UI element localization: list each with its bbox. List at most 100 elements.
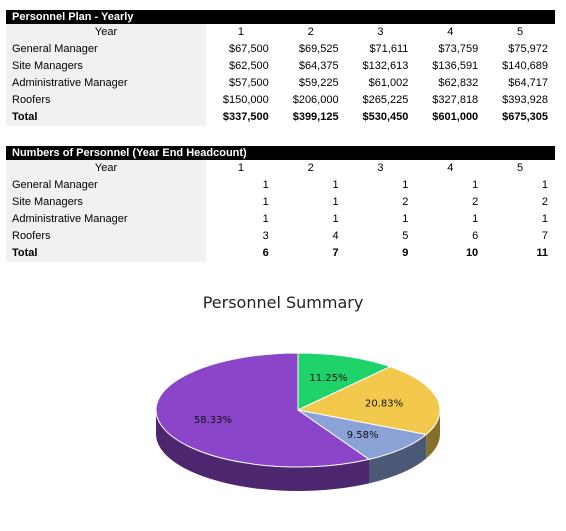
row-label: General Manager bbox=[6, 41, 206, 58]
year-cell: 2 bbox=[307, 26, 314, 38]
value-cell: $132,613 bbox=[362, 60, 409, 72]
row-label: Site Managers bbox=[6, 194, 206, 211]
year-cell: 4 bbox=[447, 26, 454, 38]
value-cell: $59,225 bbox=[298, 77, 339, 89]
year-header-row: Year 1 2 3 4 5 bbox=[6, 160, 555, 177]
value-cell: 6 bbox=[472, 230, 479, 242]
value-cell: $62,500 bbox=[229, 60, 269, 72]
year-cell: 2 bbox=[307, 162, 314, 174]
total-cell: 7 bbox=[332, 247, 339, 259]
value-cell: $64,375 bbox=[298, 60, 339, 72]
total-cell: 9 bbox=[402, 247, 409, 259]
table-row: Administrative Manager 1 1 1 1 1 bbox=[6, 211, 555, 228]
table-row: Site Managers 1 1 2 2 2 bbox=[6, 194, 555, 211]
value-cell: 1 bbox=[262, 213, 269, 225]
row-label: Roofers bbox=[6, 228, 206, 245]
value-cell: $393,928 bbox=[502, 94, 548, 106]
personnel-plan-table: Personnel Plan - Yearly Year 1 2 3 4 5 G… bbox=[6, 10, 555, 126]
pie-slice bbox=[297, 352, 392, 411]
total-cell: $675,305 bbox=[502, 111, 548, 123]
row-label: Administrative Manager bbox=[6, 75, 206, 92]
total-cell: $530,450 bbox=[362, 111, 409, 123]
value-cell: 1 bbox=[541, 213, 548, 225]
value-cell: 1 bbox=[402, 179, 409, 191]
year-cell: 1 bbox=[237, 26, 244, 38]
value-cell: $136,591 bbox=[432, 60, 479, 72]
value-cell: 7 bbox=[541, 230, 548, 242]
value-cell: 5 bbox=[402, 230, 409, 242]
year-cell: 3 bbox=[377, 26, 384, 38]
slice-data-label: 20.83% bbox=[365, 399, 403, 410]
value-cell: 1 bbox=[262, 196, 269, 208]
row-label: Total bbox=[6, 245, 206, 262]
row-label: Roofers bbox=[6, 92, 206, 109]
total-cell: $399,125 bbox=[292, 111, 339, 123]
slice-data-label: 9.58% bbox=[347, 430, 379, 441]
value-cell: $327,818 bbox=[432, 94, 479, 106]
table-row: Site Managers $62,500 $64,375 $132,613 $… bbox=[6, 58, 555, 75]
pie-chart-svg: 11.25% 20.83% 9.58% 58.33% bbox=[155, 352, 441, 491]
value-cell: $67,500 bbox=[229, 43, 269, 55]
value-cell: 1 bbox=[472, 213, 479, 225]
row-label: Administrative Manager bbox=[6, 211, 206, 228]
pie-slice-side bbox=[369, 434, 427, 484]
value-cell: $62,832 bbox=[438, 77, 479, 89]
pie-slice bbox=[297, 409, 428, 460]
year-label: Year bbox=[6, 24, 206, 41]
value-cell: 4 bbox=[332, 230, 339, 242]
row-label: General Manager bbox=[6, 177, 206, 194]
table-row: Administrative Manager $57,500 $59,225 $… bbox=[6, 75, 555, 92]
total-cell: 10 bbox=[465, 247, 479, 259]
value-cell: 1 bbox=[402, 213, 409, 225]
value-cell: $71,611 bbox=[369, 43, 409, 55]
pie-slice bbox=[296, 366, 441, 436]
row-label: Total bbox=[6, 109, 206, 126]
total-cell: 6 bbox=[262, 247, 269, 259]
total-cell: $601,000 bbox=[432, 111, 479, 123]
year-cell: 5 bbox=[517, 162, 524, 174]
year-cell: 4 bbox=[447, 162, 454, 174]
value-cell: $57,500 bbox=[229, 77, 269, 89]
row-label: Site Managers bbox=[6, 58, 206, 75]
pie-slice bbox=[155, 352, 371, 468]
pie-slice-side bbox=[156, 410, 370, 491]
headcount-title: Numbers of Personnel (Year End Headcount… bbox=[6, 146, 555, 160]
year-cell: 5 bbox=[517, 26, 524, 38]
table-row: General Manager 1 1 1 1 1 bbox=[6, 177, 555, 194]
value-cell: $75,972 bbox=[508, 43, 548, 55]
value-cell: $61,002 bbox=[368, 77, 409, 89]
total-row: Total $337,500 $399,125 $530,450 $601,00… bbox=[6, 109, 555, 126]
value-cell: 1 bbox=[332, 196, 339, 208]
value-cell: 2 bbox=[402, 196, 409, 208]
value-cell: $73,759 bbox=[438, 43, 479, 55]
personnel-plan-title: Personnel Plan - Yearly bbox=[6, 10, 555, 24]
value-cell: $150,000 bbox=[222, 94, 269, 106]
year-label: Year bbox=[6, 160, 206, 177]
value-cell: 3 bbox=[262, 230, 269, 242]
total-cell: 11 bbox=[536, 247, 548, 259]
value-cell: 1 bbox=[332, 179, 339, 191]
slice-data-label: 11.25% bbox=[309, 373, 347, 384]
value-cell: 1 bbox=[262, 179, 269, 191]
value-cell: $206,000 bbox=[292, 94, 339, 106]
value-cell: $64,717 bbox=[508, 77, 548, 89]
chart-title: Personnel Summary bbox=[202, 293, 364, 312]
table-row: Roofers $150,000 $206,000 $265,225 $327,… bbox=[6, 92, 555, 109]
table-row: General Manager $67,500 $69,525 $71,611 … bbox=[6, 41, 555, 58]
value-cell: 2 bbox=[472, 196, 479, 208]
year-header-row: Year 1 2 3 4 5 bbox=[6, 24, 555, 41]
value-cell: $140,689 bbox=[502, 60, 548, 72]
value-cell: 1 bbox=[332, 213, 339, 225]
table-row: Roofers 3 4 5 6 7 bbox=[6, 228, 555, 245]
year-cell: 3 bbox=[377, 162, 384, 174]
value-cell: 2 bbox=[541, 196, 548, 208]
total-row: Total 6 7 9 10 11 bbox=[6, 245, 555, 262]
value-cell: $265,225 bbox=[362, 94, 409, 106]
value-cell: 1 bbox=[472, 179, 479, 191]
headcount-table: Numbers of Personnel (Year End Headcount… bbox=[6, 146, 555, 262]
value-cell: $69,525 bbox=[298, 43, 339, 55]
personnel-summary-chart: Personnel Summary 11.25% 20.83% 9.58% 58.33… bbox=[0, 282, 566, 531]
pie-slice-side bbox=[426, 410, 440, 459]
slice-data-label: 58.33% bbox=[194, 415, 232, 426]
year-cell: 1 bbox=[237, 162, 244, 174]
